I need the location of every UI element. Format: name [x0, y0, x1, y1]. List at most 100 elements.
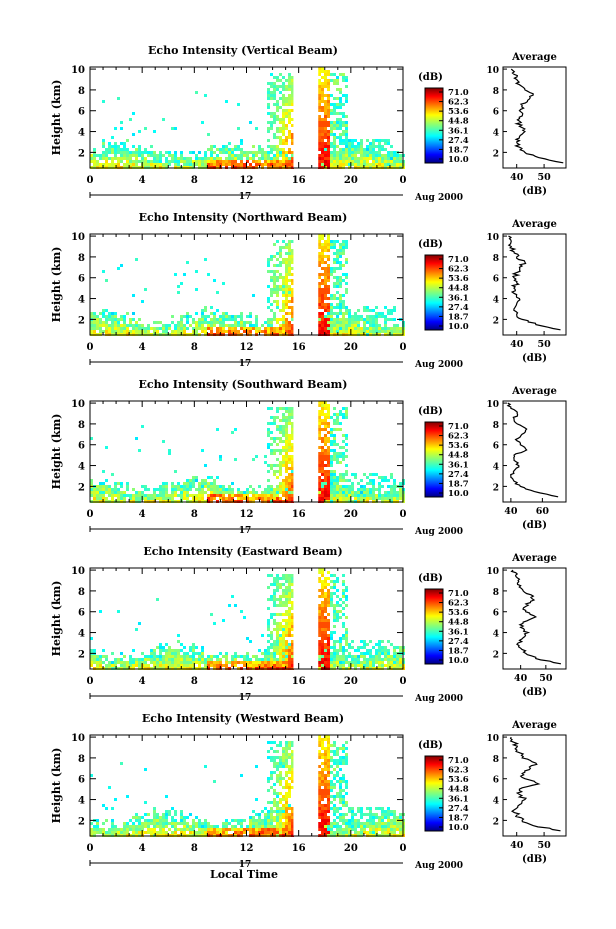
heatmap-cell — [369, 491, 372, 494]
heatmap-cell — [285, 276, 288, 279]
heatmap-cell — [360, 822, 363, 825]
heatmap-cell — [279, 792, 282, 795]
heatmap-cell — [210, 148, 213, 151]
heatmap-cell — [171, 497, 174, 500]
heatmap-cell — [207, 148, 210, 151]
heatmap-cell — [321, 568, 324, 571]
heatmap-cell — [339, 759, 342, 762]
heatmap-cell — [288, 804, 291, 807]
heatmap-cell — [204, 491, 207, 494]
heatmap-cell — [273, 756, 276, 759]
heatmap-cell — [255, 315, 258, 318]
heatmap-cell — [327, 133, 330, 136]
heatmap-cell — [327, 407, 330, 410]
heatmap-cell — [285, 759, 288, 762]
heatmap-cell — [234, 321, 237, 324]
heatmap-cell — [177, 640, 180, 643]
heatmap-cell — [252, 819, 255, 822]
heatmap-cell — [288, 652, 291, 655]
heatmap-cell — [333, 497, 336, 500]
heatmap-cell — [321, 461, 324, 464]
heatmap-cell — [321, 452, 324, 455]
heatmap-cell — [336, 312, 339, 315]
heatmap-cell — [192, 831, 195, 834]
heatmap-cell — [348, 819, 351, 822]
heatmap-cell — [219, 458, 222, 461]
heatmap-cell — [279, 264, 282, 267]
heatmap-cell — [372, 488, 375, 491]
heatmap-cell — [372, 816, 375, 819]
heatmap-cell — [117, 610, 120, 613]
heatmap-cell — [279, 819, 282, 822]
heatmap-cell — [99, 163, 102, 166]
heatmap-cell — [267, 434, 270, 437]
heatmap-cell — [345, 488, 348, 491]
heatmap-cell — [390, 476, 393, 479]
heatmap-cell — [192, 318, 195, 321]
heatmap-cell — [324, 240, 327, 243]
heatmap-cell — [195, 91, 198, 94]
heatmap-cell — [267, 598, 270, 601]
heatmap-cell — [90, 324, 93, 327]
heatmap-cell — [276, 240, 279, 243]
heatmap-cell — [93, 655, 96, 658]
heatmap-cell — [273, 285, 276, 288]
heatmap-cell — [318, 154, 321, 157]
heatmap-cell — [288, 148, 291, 151]
heatmap-cell — [342, 121, 345, 124]
heatmap-cell — [276, 664, 279, 667]
heatmap-cell — [231, 658, 234, 661]
heatmap-cell — [279, 473, 282, 476]
heatmap-cell — [123, 828, 126, 831]
heatmap-cell — [318, 479, 321, 482]
average-x-tick-label: 50 — [537, 172, 551, 183]
heatmap-cell — [285, 464, 288, 467]
heatmap-cell — [291, 467, 294, 470]
heatmap-cell — [282, 807, 285, 810]
heatmap-cell — [336, 112, 339, 115]
heatmap-cell — [231, 595, 234, 598]
heatmap-cell — [285, 658, 288, 661]
heatmap-cell — [357, 497, 360, 500]
colorbar-tick-label: 62.3 — [448, 265, 469, 275]
y-axis-label: Height (km) — [50, 247, 63, 323]
heatmap-cell — [375, 658, 378, 661]
heatmap-cell — [156, 497, 159, 500]
heatmap-cell — [327, 79, 330, 82]
heatmap-cell — [267, 828, 270, 831]
heatmap-cell — [318, 795, 321, 798]
heatmap-cell — [126, 312, 129, 315]
heatmap-cell — [99, 482, 102, 485]
heatmap-cell — [231, 655, 234, 658]
heatmap-cell — [105, 664, 108, 667]
heatmap-cell — [336, 482, 339, 485]
heatmap-cell — [159, 819, 162, 822]
heatmap-cell — [249, 151, 252, 154]
x-tick-label: 0 — [400, 342, 407, 353]
heatmap-cell — [267, 318, 270, 321]
heatmap-cell — [387, 154, 390, 157]
heatmap-cell — [327, 246, 330, 249]
heatmap-cell — [261, 151, 264, 154]
heatmap-cell — [165, 822, 168, 825]
heatmap-cell — [276, 270, 279, 273]
heatmap-cell — [219, 658, 222, 661]
heatmap-cell — [327, 309, 330, 312]
heatmap-cell — [288, 300, 291, 303]
heatmap-cell — [321, 753, 324, 756]
heatmap-cell — [327, 792, 330, 795]
heatmap-cell — [333, 825, 336, 828]
heatmap-cell — [372, 658, 375, 661]
heatmap-cell — [135, 327, 138, 330]
heatmap-cell — [153, 825, 156, 828]
heatmap-cell — [345, 449, 348, 452]
heatmap-cell — [321, 76, 324, 79]
heatmap-cell — [339, 473, 342, 476]
heatmap-cell — [147, 494, 150, 497]
heatmap-cell — [222, 619, 225, 622]
heatmap-cell — [393, 664, 396, 667]
heatmap-cell — [186, 485, 189, 488]
heatmap-cell — [165, 491, 168, 494]
heatmap-cell — [318, 297, 321, 300]
heatmap-cell — [360, 485, 363, 488]
